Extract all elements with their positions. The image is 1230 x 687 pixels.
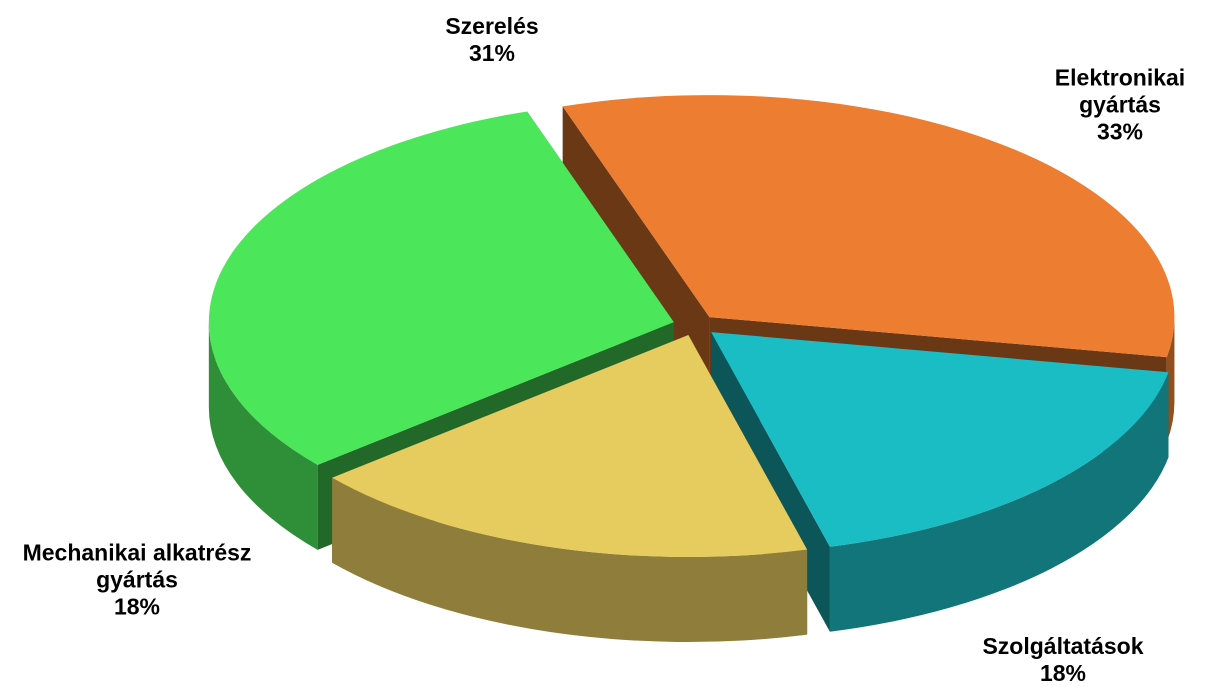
slice-top: [562, 95, 1175, 358]
slice-label: Elektronikai gyártás 33%: [1045, 65, 1195, 146]
slice-label: Szolgáltatások 18%: [943, 633, 1183, 687]
slice-label: Szerelés 31%: [392, 13, 592, 67]
slice-label: Mechanikai alkatrész gyártás 18%: [12, 540, 262, 621]
slice-top: [208, 111, 674, 465]
category-name: Szolgáltatások: [982, 633, 1144, 659]
value-label: 18%: [113, 593, 161, 620]
category-name: Szerelés: [445, 13, 539, 39]
category-name: Mechanikai alkatrész gyártás: [22, 539, 252, 593]
slice-side: [1166, 317, 1175, 443]
value-label: 31%: [468, 40, 516, 66]
slice-top: [332, 335, 808, 558]
slice-side: [332, 477, 808, 643]
slice-side: [208, 322, 318, 550]
slice: [711, 332, 1169, 632]
slice-side: [829, 372, 1169, 632]
value-label: 33%: [1096, 118, 1144, 145]
category-name: Elektronikai gyártás: [1054, 64, 1186, 118]
value-label: 18%: [1039, 660, 1087, 686]
slice: [332, 335, 808, 643]
slice-top: [711, 332, 1169, 547]
